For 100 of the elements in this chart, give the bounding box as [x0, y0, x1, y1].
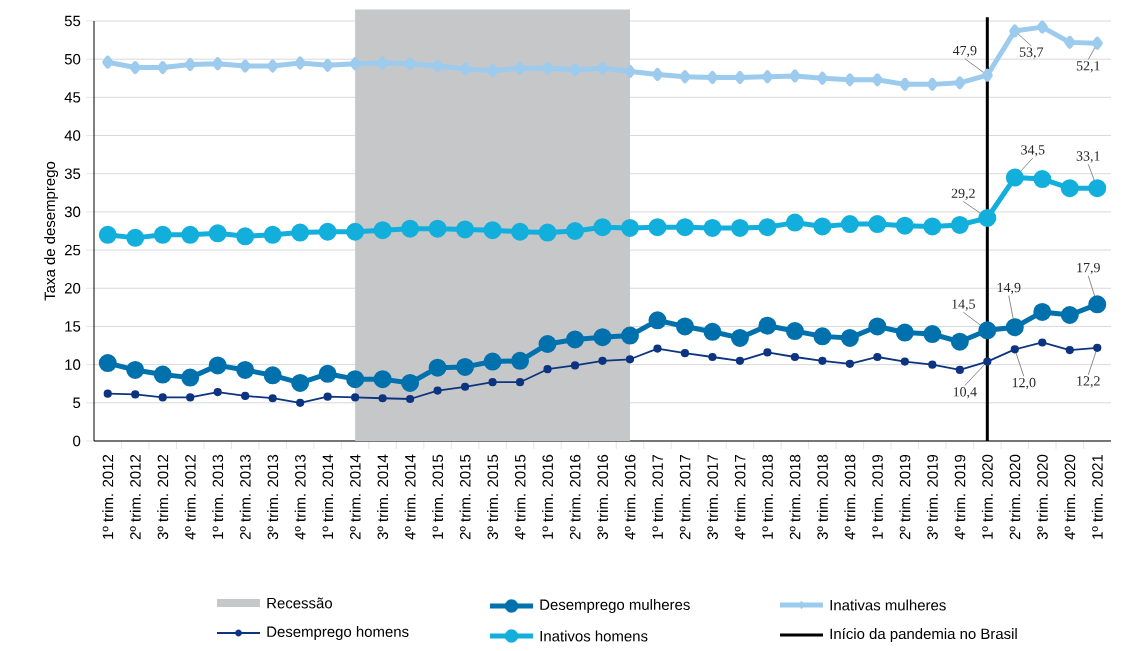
point — [873, 352, 882, 362]
x-tick-label: 4º trim. 2019 — [954, 454, 966, 540]
point — [598, 356, 607, 365]
point — [186, 393, 195, 402]
point — [566, 221, 585, 240]
point — [428, 219, 447, 238]
annotation: 17,9 — [1077, 262, 1100, 275]
point — [1065, 346, 1074, 355]
point — [620, 326, 639, 345]
point — [153, 225, 172, 244]
legend-label: Inativos homens — [540, 630, 648, 642]
point — [296, 398, 305, 407]
point — [514, 61, 526, 75]
point — [126, 228, 145, 247]
y-tick-label: 20 — [64, 282, 81, 294]
point — [871, 73, 883, 87]
point — [1033, 302, 1052, 321]
point — [404, 57, 416, 71]
point — [1060, 305, 1079, 324]
legend-label: Desemprego mulheres — [540, 599, 690, 613]
point — [1009, 24, 1021, 38]
point — [758, 218, 777, 237]
point — [954, 76, 966, 90]
point — [346, 370, 365, 389]
point — [1064, 35, 1076, 49]
x-tick-label: 4º trim. 2014 — [404, 454, 416, 540]
point — [593, 218, 612, 237]
point — [428, 358, 447, 377]
x-tick-label: 3º trim. 2020 — [1036, 454, 1048, 540]
point — [456, 220, 475, 239]
point — [483, 352, 502, 371]
point — [181, 225, 200, 244]
x-tick-label: 1º trim. 2014 — [322, 454, 334, 539]
point — [153, 365, 172, 384]
point — [103, 389, 112, 398]
point — [895, 216, 914, 235]
point — [208, 356, 227, 375]
point — [900, 357, 909, 366]
point — [928, 360, 937, 369]
point — [730, 218, 749, 237]
point — [895, 323, 914, 342]
x-tick-label: 4º trim. 2012 — [184, 454, 196, 540]
point — [648, 218, 667, 237]
x-tick-label: 3º trim. 2012 — [157, 454, 169, 540]
x-tick-label: 2º trim. 2018 — [789, 454, 801, 540]
point — [790, 352, 800, 362]
point — [213, 388, 222, 397]
annotation: 34,5 — [1021, 145, 1045, 157]
point — [570, 361, 580, 370]
point — [126, 360, 145, 379]
point — [323, 392, 332, 401]
point — [1091, 36, 1103, 50]
y-tick-label: 35 — [64, 168, 81, 179]
x-tick-label: 1º trim. 2019 — [871, 454, 883, 539]
x-tick-label: 4º trim. 2017 — [734, 454, 746, 540]
point — [597, 61, 608, 75]
x-tick-label: 4º trim. 2020 — [1064, 454, 1076, 540]
point — [401, 219, 420, 238]
point — [1033, 170, 1052, 189]
point — [511, 351, 530, 370]
point — [378, 394, 387, 403]
point — [1036, 20, 1048, 34]
point — [1038, 338, 1047, 347]
point — [511, 222, 530, 241]
x-tick-label: 2º trim. 2013 — [239, 454, 251, 540]
x-tick-label: 3º trim. 2015 — [487, 454, 499, 540]
point — [816, 71, 828, 85]
point — [813, 217, 832, 236]
x-tick-label: 1º trim. 2021 — [1091, 454, 1103, 539]
point — [432, 59, 444, 73]
point — [291, 223, 310, 242]
point — [456, 357, 475, 376]
point — [679, 70, 691, 84]
point — [675, 317, 694, 336]
annotation: 33,1 — [1076, 151, 1100, 163]
y-tick-label: 40 — [64, 130, 81, 141]
point — [263, 366, 282, 385]
point — [868, 215, 887, 234]
y-tick-label: 55 — [64, 15, 81, 27]
point — [845, 359, 854, 368]
x-tick-label: 1º trim. 2013 — [212, 454, 224, 539]
point — [624, 64, 636, 78]
point — [543, 365, 552, 374]
x-tick-label: 2º trim. 2017 — [679, 454, 691, 540]
y-axis-title: Taxa de desemprego — [44, 161, 59, 301]
point — [268, 394, 277, 403]
annotation: 14,9 — [997, 282, 1021, 295]
point — [950, 215, 969, 234]
x-tick-label: 2º trim. 2020 — [1009, 454, 1021, 540]
point — [236, 360, 255, 379]
point — [978, 321, 997, 340]
point — [129, 61, 141, 75]
point — [734, 71, 746, 84]
point — [703, 218, 722, 237]
legend-label: Inativas mulheres — [830, 599, 946, 611]
point — [181, 368, 200, 387]
point — [1005, 318, 1024, 337]
x-tick-label: 2º trim. 2019 — [899, 454, 911, 540]
point — [708, 352, 717, 362]
point — [785, 322, 804, 341]
